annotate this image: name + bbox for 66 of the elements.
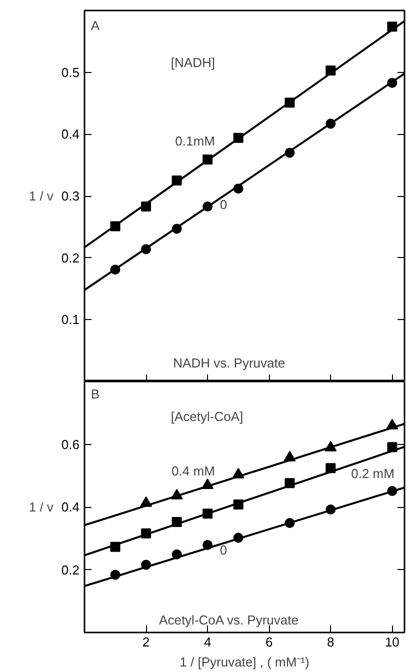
y-tick-label: 0.3: [61, 188, 80, 204]
x-tick-label: 4: [204, 634, 212, 650]
point: [172, 224, 182, 234]
series-label: 0.4 mM: [172, 464, 215, 479]
point: [324, 440, 337, 452]
annotation: [NADH]: [170, 54, 215, 70]
point: [387, 78, 398, 88]
x-tick-label: 8: [327, 634, 334, 650]
point: [110, 264, 120, 275]
point: [284, 518, 295, 528]
y-tick-label: 0.6: [61, 436, 80, 452]
point: [141, 560, 152, 570]
point: [326, 504, 336, 514]
point: [326, 118, 336, 129]
point: [326, 65, 336, 76]
y-tick-label: 0.2: [61, 562, 80, 578]
x-tick-label: 6: [266, 634, 273, 650]
point: [141, 244, 152, 254]
point: [233, 184, 244, 194]
point: [284, 148, 295, 158]
point: [387, 22, 398, 32]
point: [233, 499, 244, 510]
y-tick-label: 0.1: [61, 312, 80, 328]
point: [140, 496, 152, 507]
y-tick-label: 0.4: [61, 500, 80, 514]
series-label: 0.2 mM: [351, 466, 394, 482]
series-label: 0: [220, 542, 228, 558]
point: [233, 132, 244, 143]
chart-title: B: [90, 386, 100, 402]
point: [202, 202, 213, 212]
point: [110, 221, 120, 232]
point: [326, 463, 336, 474]
x-axis-title: 1 / [Pyruvate] , ( mM⁻¹): [180, 654, 310, 670]
point: [386, 418, 398, 430]
series-label: 0: [220, 197, 228, 212]
point: [141, 202, 152, 212]
point: [202, 154, 213, 165]
point: [202, 508, 213, 519]
point: [232, 468, 244, 478]
point: [110, 570, 120, 580]
point: [202, 478, 214, 490]
point: [172, 517, 182, 528]
annotation: NADH vs. Pyruvate: [173, 355, 286, 370]
series-label: 0.1mM: [175, 133, 215, 148]
point: [284, 450, 296, 462]
point: [110, 542, 120, 552]
annotation: [Acetyl-CoA]: [170, 409, 244, 424]
y-tick-label: 0.4: [61, 126, 80, 142]
point: [172, 176, 182, 186]
point: [202, 540, 213, 550]
y-axis-title: 1 / v: [28, 500, 54, 514]
y-axis-title: 1 / v: [28, 188, 54, 204]
text: A: [90, 18, 100, 33]
point: [172, 549, 182, 560]
point: [284, 98, 295, 108]
x-tick-label: 10: [384, 634, 400, 650]
y-tick-label: 0.2: [61, 250, 80, 266]
point: [284, 478, 295, 488]
point: [387, 442, 398, 452]
y-tick-label: 0.5: [61, 64, 80, 80]
point: [141, 528, 152, 538]
point: [387, 486, 398, 496]
annotation: Acetyl-CoA vs. Pyruvate: [159, 612, 298, 628]
point: [233, 532, 244, 543]
x-tick-label: 2: [142, 634, 150, 650]
point: [170, 488, 183, 500]
